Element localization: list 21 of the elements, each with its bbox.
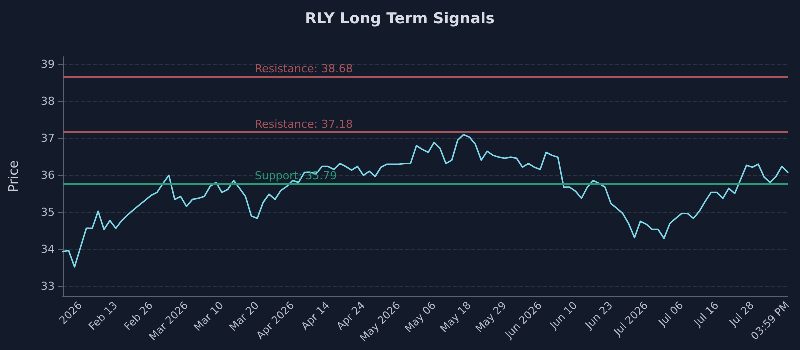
chart-title: RLY Long Term Signals	[305, 10, 495, 28]
y-tick-label: 37	[41, 132, 55, 146]
y-tick-label: 34	[41, 243, 55, 256]
x-tick-label: Jun 23	[582, 300, 616, 332]
x-tick-label: Jul 28	[726, 300, 757, 330]
x-tick-label: Jul 16	[692, 300, 722, 330]
x-tick-label: Apr 14	[299, 300, 333, 333]
y-tick-label: 33	[41, 280, 55, 294]
line-series	[62, 134, 789, 268]
ref-line-label: Resistance: 37.18	[255, 118, 353, 131]
y-tick-label: 35	[41, 206, 55, 220]
ref-line-label: Resistance: 38.68	[255, 62, 353, 76]
x-tick-label: Jul 06	[656, 300, 686, 330]
x-tick-label: Mar 10	[192, 300, 226, 334]
x-tick-label: Jun 10	[547, 300, 580, 332]
y-tick-label: 38	[41, 94, 55, 108]
ref-line-label: Support: 35.79	[255, 169, 338, 182]
y-tick-label: 39	[41, 58, 55, 71]
y-axis-title: Price	[7, 160, 22, 192]
x-tick-label: Feb 13	[86, 300, 120, 334]
y-tick-label: 36	[41, 169, 55, 182]
